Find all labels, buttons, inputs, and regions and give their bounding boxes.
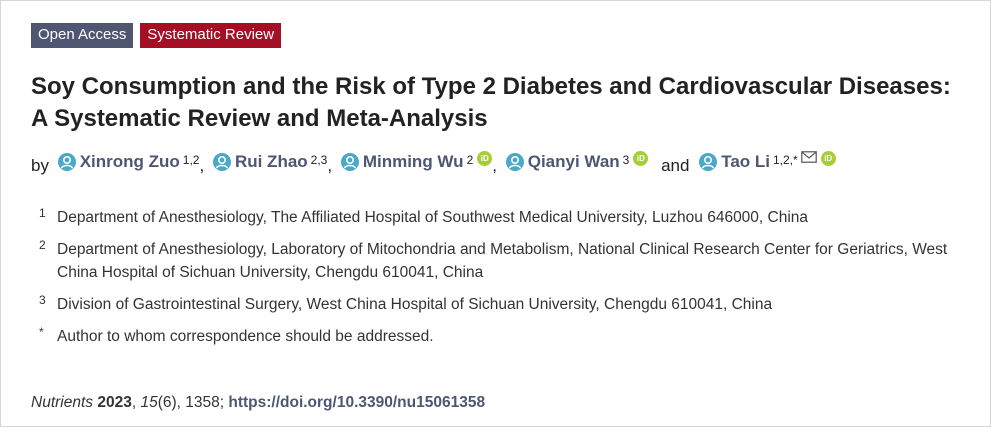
affiliation-item: 3 Division of Gastrointestinal Surgery, …	[39, 293, 984, 316]
journal-name: Nutrients	[31, 394, 94, 411]
citation-separator: ,	[131, 394, 141, 411]
and-label: and	[661, 156, 690, 175]
affiliation-text: Department of Anesthesiology, The Affili…	[57, 209, 809, 226]
badge-row: Open Access Systematic Review	[31, 23, 282, 48]
author-list: by Xinrong Zuo 1,2 , Rui Zhao 2,3 , Minm…	[31, 150, 971, 177]
publication-year: 2023	[97, 394, 132, 411]
author-name[interactable]: Minming Wu	[362, 152, 464, 171]
author-name[interactable]: Tao Li	[721, 152, 770, 171]
author-affiliation-marker: 2,3	[310, 153, 328, 167]
orcid-icon[interactable]: iD	[820, 150, 836, 166]
orcid-icon[interactable]: iD	[477, 150, 493, 166]
user-icon	[340, 153, 359, 171]
affiliation-text: Author to whom correspondence should be …	[57, 328, 434, 345]
affiliation-item: 1 Department of Anesthesiology, The Affi…	[39, 206, 984, 229]
email-icon[interactable]	[800, 147, 817, 169]
orcid-icon[interactable]: iD	[633, 150, 649, 166]
by-label: by	[31, 156, 49, 175]
author-minming-wu[interactable]: Minming Wu 2 iD	[340, 150, 493, 173]
user-icon	[212, 153, 231, 171]
author-affiliation-marker: 3	[622, 153, 630, 167]
author-name[interactable]: Qianyi Wan	[527, 152, 620, 171]
affiliation-item: 2 Department of Anesthesiology, Laborato…	[39, 238, 984, 284]
author-affiliation-marker: 2	[466, 153, 474, 167]
article-title: Soy Consumption and the Risk of Type 2 D…	[31, 73, 951, 132]
citation-line: Nutrients 2023, 15(6), 1358; https://doi…	[31, 394, 485, 412]
user-icon	[699, 153, 718, 171]
doi-link[interactable]: https://doi.org/10.3390/nu15061358	[228, 394, 486, 411]
author-tao-li[interactable]: Tao Li 1,2,* iD	[699, 150, 836, 173]
author-xinrong-zuo[interactable]: Xinrong Zuo 1,2	[57, 151, 200, 173]
affiliation-number: 3	[39, 293, 46, 307]
user-icon	[57, 153, 76, 171]
affiliation-text: Department of Anesthesiology, Laboratory…	[57, 241, 948, 281]
author-name[interactable]: Xinrong Zuo	[79, 152, 180, 171]
affiliation-item: * Author to whom correspondence should b…	[39, 325, 984, 348]
open-access-badge[interactable]: Open Access	[31, 23, 134, 48]
article-type-badge[interactable]: Systematic Review	[140, 23, 282, 48]
affiliation-number: 1	[39, 206, 46, 220]
author-affiliation-marker: 1,2,*	[773, 153, 798, 167]
volume-number: 15	[140, 394, 158, 411]
affiliation-number: 2	[39, 238, 46, 252]
author-qianyi-wan[interactable]: Qianyi Wan 3 iD	[505, 150, 649, 173]
author-affiliation-marker: 1,2	[182, 153, 200, 167]
issue-pages: (6), 1358;	[157, 394, 229, 411]
affiliation-number: *	[39, 325, 44, 339]
author-name[interactable]: Rui Zhao	[234, 152, 308, 171]
affiliation-list: 1 Department of Anesthesiology, The Affi…	[39, 206, 984, 357]
affiliation-text: Division of Gastrointestinal Surgery, We…	[57, 296, 773, 313]
author-rui-zhao[interactable]: Rui Zhao 2,3	[212, 151, 328, 173]
user-icon	[505, 153, 524, 171]
